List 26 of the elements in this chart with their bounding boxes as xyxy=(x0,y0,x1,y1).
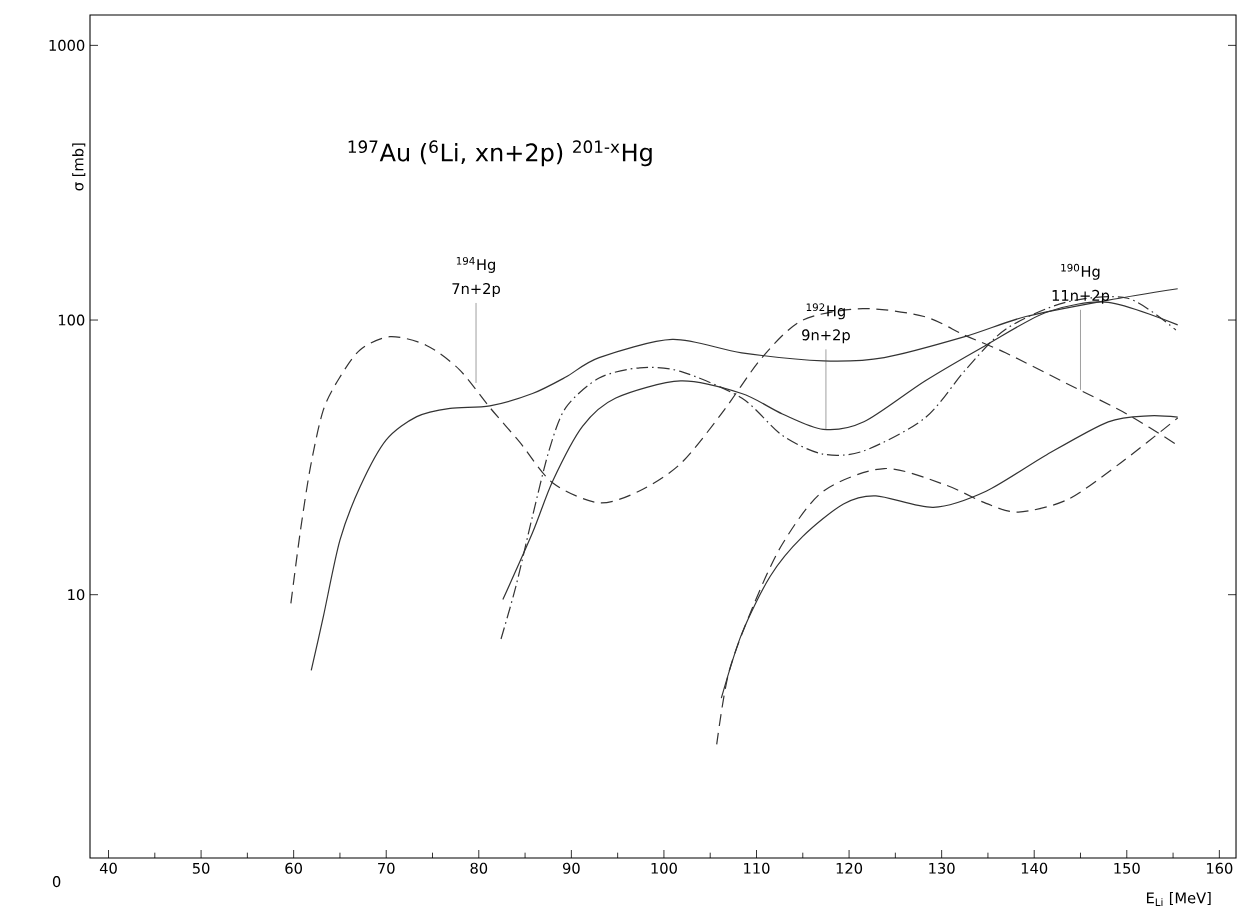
x-tick-label: 100 xyxy=(651,862,677,874)
x-tick-label: 40 xyxy=(99,862,117,874)
y-axis-title: σ [mb] xyxy=(72,143,86,191)
x-tick-label: 150 xyxy=(1114,862,1140,874)
annotation: $^{194}$Hg xyxy=(456,256,495,273)
x-axis-title: E$_{Li}$ [MeV] xyxy=(1146,892,1211,906)
annotation: $^{192}$Hg xyxy=(806,303,845,320)
x-tick-label: 110 xyxy=(744,862,770,874)
y-tick-label: 10 xyxy=(68,589,85,601)
x-tick-label: 70 xyxy=(378,862,395,874)
y-tick-label: 1000 xyxy=(49,39,85,51)
text: 0 xyxy=(52,876,61,888)
x-tick-label: 120 xyxy=(836,862,863,874)
x-tick-label: 60 xyxy=(285,862,302,874)
text: $^{197}$Au ($^{6}$Li, xn+2p) $^{201-x}$Hg xyxy=(348,140,652,167)
y-tick-label: 100 xyxy=(58,314,85,326)
x-tick-label: 130 xyxy=(929,862,955,874)
annotation: 7n+2p xyxy=(452,283,500,297)
x-tick-label: 50 xyxy=(192,862,210,874)
x-tick-label: 160 xyxy=(1206,862,1233,874)
annotation: 9n+2p xyxy=(802,329,850,344)
annotation: $^{190}$Hg xyxy=(1061,263,1100,280)
x-tick-label: 140 xyxy=(1021,862,1048,874)
annotation: 11n+2p xyxy=(1052,289,1110,304)
x-tick-label: 80 xyxy=(470,862,488,874)
x-tick-label: 90 xyxy=(562,862,580,874)
